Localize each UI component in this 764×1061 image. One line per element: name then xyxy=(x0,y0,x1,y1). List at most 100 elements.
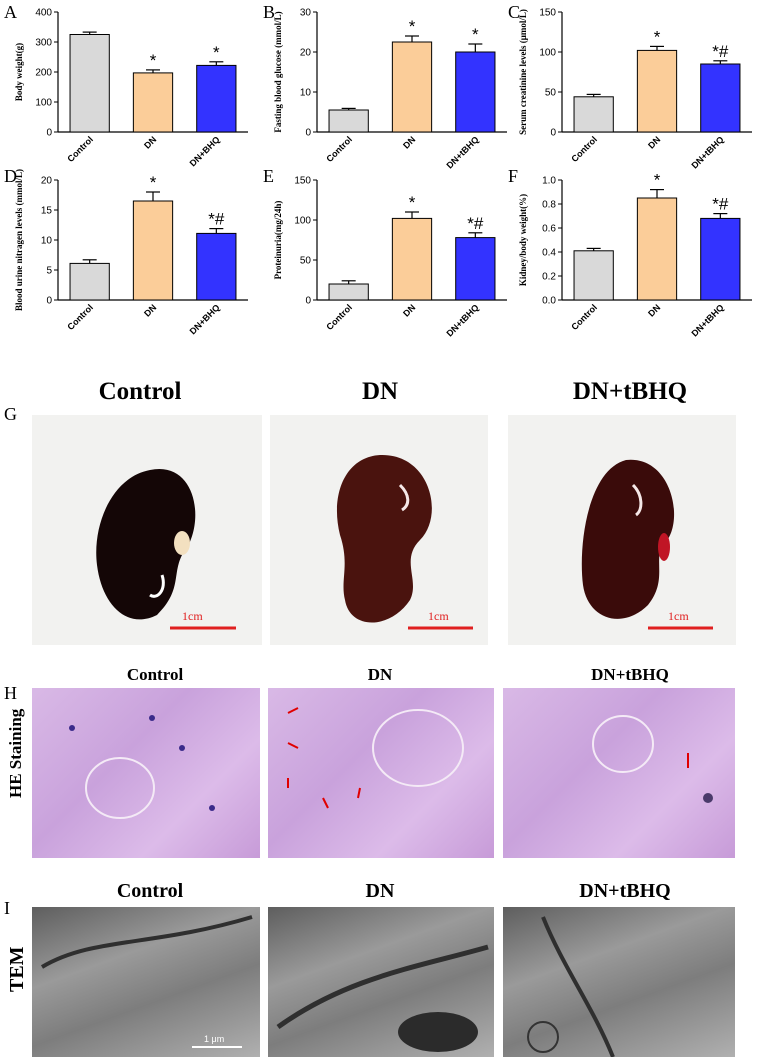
y-tick-label: 300 xyxy=(35,38,52,49)
x-tick-label: DN+tBHQ xyxy=(444,134,480,170)
y-tick-label: 100 xyxy=(294,216,311,227)
y-tick-label: 5 xyxy=(46,266,52,277)
bar xyxy=(132,72,174,133)
x-tick-label: Control xyxy=(324,302,354,332)
significance-mark: * xyxy=(472,25,479,44)
significance-mark: *# xyxy=(712,195,729,214)
panel-letter-d: D xyxy=(4,166,17,186)
bar xyxy=(391,41,433,133)
y-tick-label: 10 xyxy=(41,236,53,247)
panel-letter-i: I xyxy=(4,898,10,918)
bar xyxy=(700,63,741,133)
bar xyxy=(700,217,741,301)
bar xyxy=(573,250,614,301)
y-tick-label: 400 xyxy=(35,8,52,19)
significance-mark: * xyxy=(150,51,157,70)
membrane-icon xyxy=(276,944,489,1052)
y-tick-label: 0.8 xyxy=(542,200,556,211)
x-tick-label: Control xyxy=(569,302,599,332)
membrane-icon xyxy=(40,915,253,1048)
panel-letter-g: G xyxy=(4,404,17,424)
y-tick-label: 0 xyxy=(305,128,311,139)
tem-label: TEM xyxy=(6,946,28,992)
x-tick-label: Control xyxy=(65,134,95,164)
x-tick-label: DN xyxy=(646,302,662,318)
group-title-dn: DN xyxy=(361,378,399,405)
significance-mark: * xyxy=(409,17,416,36)
y-tick-label: 200 xyxy=(35,68,52,79)
panel-letter-c: C xyxy=(508,2,521,22)
he-title-control: Control xyxy=(126,665,184,684)
glomerulus-icon xyxy=(592,715,713,803)
chart-serum-creatinine: Serum creatinine levels (μmol/L) 0 50 100 15… xyxy=(512,2,762,171)
bar xyxy=(636,49,678,133)
bar xyxy=(69,34,110,133)
bar xyxy=(196,232,237,301)
kidney-photo-dn: 1cm xyxy=(270,415,488,645)
panel-letter-e: E xyxy=(263,166,274,186)
glomerulus-icon xyxy=(287,707,464,809)
tem-title-dn: DN xyxy=(365,880,395,902)
he-title-dn-tbhq: DN+tBHQ xyxy=(591,665,669,684)
tem-image-control: 1 μm xyxy=(32,907,260,1057)
bar xyxy=(328,109,369,133)
kidney-dn-tbhq-icon xyxy=(581,459,713,630)
bar xyxy=(455,51,496,133)
chart-blood-urea-nitrogen: Blood urine nitragen levels (mmol/L) 0 5 10… xyxy=(8,169,258,336)
x-tick-label: DN xyxy=(401,302,417,318)
y-tick-label: 0 xyxy=(46,296,52,307)
he-image-dn-tbhq xyxy=(503,688,735,858)
y-tick-label: 50 xyxy=(300,256,312,267)
tem-title-dn-tbhq: DN+tBHQ xyxy=(579,880,671,902)
chart-body-weight: Body weight(g) 0 100 200 300 400 Control * DN * DN… xyxy=(8,2,258,168)
x-tick-label: DN xyxy=(401,134,417,150)
significance-mark: *# xyxy=(467,214,484,233)
significance-mark: * xyxy=(409,193,416,212)
y-tick-label: 0.0 xyxy=(542,296,556,307)
chart-fasting-glucose: Fasting blood glucose (mmol/L) 0 10 20 30 Con… xyxy=(267,2,517,171)
y-tick-label: 15 xyxy=(41,206,53,217)
y-tick-label: 50 xyxy=(545,88,557,99)
y-tick-label: 1.0 xyxy=(542,176,556,187)
x-tick-label: DN+BHQ xyxy=(188,134,222,168)
bar xyxy=(196,64,237,133)
significance-mark: * xyxy=(654,27,661,46)
scale-bar-label: 1cm xyxy=(668,609,689,623)
significance-mark: * xyxy=(150,173,157,192)
bar xyxy=(573,96,614,133)
y-tick-label: 20 xyxy=(300,48,312,59)
tem-title-control: Control xyxy=(116,880,184,902)
y-tick-label: 0 xyxy=(46,128,52,139)
x-tick-label: Control xyxy=(569,134,599,164)
y-tick-label: 0.4 xyxy=(542,248,556,259)
x-tick-label: DN xyxy=(142,302,158,318)
y-tick-label: 0 xyxy=(305,296,311,307)
scale-bar-label: 1cm xyxy=(428,609,449,623)
significance-mark: * xyxy=(654,171,661,190)
kidney-photo-dn-tbhq: 1cm xyxy=(508,415,736,645)
glomerulus-icon xyxy=(69,715,215,819)
kidney-photo-control: 1cm xyxy=(32,415,262,645)
chart-kidney-body-weight: Kidney/body weight(%) 0.0 0.2 0.4 0.6 0.8 1.0 C… xyxy=(512,170,762,339)
bar xyxy=(69,262,110,301)
membrane-icon xyxy=(527,916,615,1057)
y-tick-label: 150 xyxy=(539,8,556,19)
y-tick-label: 0.2 xyxy=(542,272,556,283)
he-image-control xyxy=(32,688,260,858)
kidney-dn-icon xyxy=(336,454,473,630)
chart-proteinuria: Proteinuria(mg/24h) 0 50 100 150 Control * DN *#… xyxy=(267,170,517,339)
y-tick-label: 100 xyxy=(35,98,52,109)
y-axis-label: Proteinuria(mg/24h) xyxy=(273,201,283,280)
panel-letter-a: A xyxy=(4,2,17,22)
x-tick-label: DN+tBHQ xyxy=(689,134,725,170)
significance-mark: *# xyxy=(712,42,729,61)
significance-mark: * xyxy=(213,43,220,62)
x-tick-label: DN+BHQ xyxy=(188,302,222,336)
significance-mark: *# xyxy=(208,210,225,229)
panel-letter-h: H xyxy=(4,683,17,703)
x-tick-label: Control xyxy=(324,134,354,164)
y-axis-label: Serum creatinine levels (μmol/L) xyxy=(518,9,528,135)
group-title-control: Control xyxy=(98,378,182,405)
y-tick-label: 10 xyxy=(300,88,312,99)
he-title-dn: DN xyxy=(367,665,393,684)
